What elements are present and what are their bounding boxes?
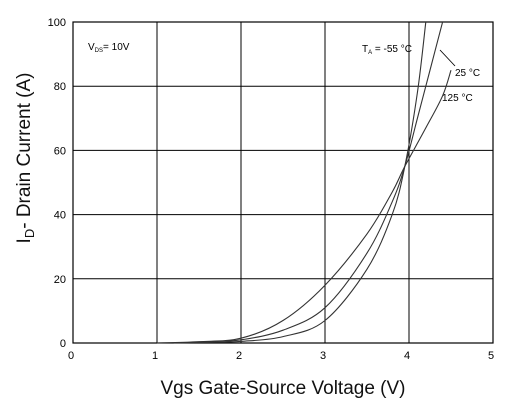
x-tick-label: 5 xyxy=(488,350,494,362)
x-tick-label: 0 xyxy=(68,350,74,362)
x-tick-label: 3 xyxy=(320,350,326,362)
series-label: 25 °C xyxy=(455,68,480,79)
series-label: 125 °C xyxy=(442,93,473,104)
x-tick-label: 2 xyxy=(236,350,242,362)
y-tick-label: 40 xyxy=(54,210,66,222)
y-tick-label: 80 xyxy=(54,81,66,93)
x-tick-label: 1 xyxy=(152,350,158,362)
x-axis-label: Vgs Gate-Source Voltage (V) xyxy=(160,378,405,399)
series-curve xyxy=(156,70,452,344)
y-tick-label: 20 xyxy=(54,274,66,286)
y-axis-label: ID- Drain Current (A) xyxy=(14,73,37,244)
y-tick-labels: 0 20 40 60 80 100 xyxy=(48,17,66,350)
series-curve xyxy=(173,21,427,344)
label-leader-line xyxy=(439,49,456,67)
x-tick-label: 4 xyxy=(404,350,410,362)
y-tick-label: 0 xyxy=(60,338,66,350)
condition-annotation: VDS= 10V xyxy=(88,42,130,54)
y-tick-label: 100 xyxy=(48,17,66,29)
series-curves xyxy=(156,21,452,344)
series-labels: TA = -55 °C 25 °C 125 °C xyxy=(362,44,480,104)
series-label: TA = -55 °C xyxy=(362,44,412,56)
y-tick-label: 60 xyxy=(54,145,66,157)
x-tick-labels: 0 1 2 3 4 5 xyxy=(68,350,494,362)
series-curve xyxy=(173,21,444,344)
plot-frame xyxy=(72,21,494,344)
